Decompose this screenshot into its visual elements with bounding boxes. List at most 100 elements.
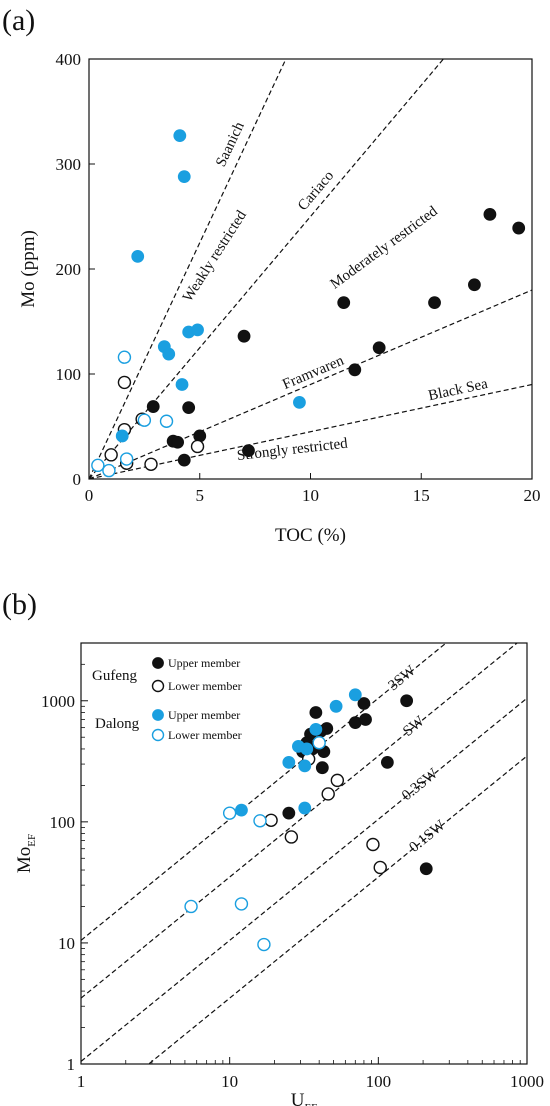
panel-b-chart: 1 10 100 1000 1 10 100 1000 UEF MoEF 3SW SW 0.3SW 0.1… <box>14 642 544 1106</box>
line-label-saanich: Saanich <box>213 119 248 169</box>
legend-label-dalong-lower: Lower member <box>168 728 242 742</box>
data-point-dalong-upper <box>309 723 323 736</box>
data-point-gufeng-upper <box>309 706 323 719</box>
y-tick-label-a: 0 <box>73 470 82 489</box>
data-point-gufeng-lower <box>284 830 299 844</box>
data-point-gufeng-upper <box>146 400 160 413</box>
data-point-dalong-upper <box>300 742 314 756</box>
data-point-dalong-upper <box>329 699 343 713</box>
y-axis-title-a: Mo (ppm) <box>18 230 39 308</box>
y-tick-label-b: 100 <box>50 813 76 832</box>
region-label-weakly-restricted: Weakly restricted <box>180 207 250 305</box>
data-point-gufeng-upper <box>315 761 329 775</box>
data-point-gufeng-upper <box>483 207 497 221</box>
legend-marker-gufeng-upper <box>152 657 164 669</box>
data-point-gufeng-upper <box>428 296 441 310</box>
trend-line-saanich <box>89 59 287 479</box>
data-point-gufeng-upper <box>337 296 351 310</box>
x-axis-title-a: TOC (%) <box>275 525 346 546</box>
data-point-gufeng-upper <box>359 713 372 726</box>
data-point-dalong-lower <box>137 413 152 427</box>
x-tick-label-b: 10 <box>221 1072 238 1091</box>
data-point-dalong-lower <box>234 897 249 911</box>
data-point-gufeng-upper <box>348 363 362 377</box>
data-point-gufeng-upper <box>380 755 394 769</box>
ratio-label-0.1sw: 0.1SW <box>406 817 449 856</box>
legend-marker-dalong-lower <box>151 728 165 742</box>
data-point-gufeng-lower <box>104 448 118 462</box>
x-tick-label-a: 5 <box>196 486 205 505</box>
line-label-framvaren: Framvaren <box>280 353 347 393</box>
data-point-dalong-upper <box>175 378 189 391</box>
data-point-dalong-upper <box>173 129 187 143</box>
data-point-gufeng-upper <box>372 341 386 355</box>
data-point-dalong-upper <box>348 688 362 702</box>
reference-lines-b <box>81 643 527 1064</box>
legend-label-dalong-upper: Upper member <box>168 708 240 722</box>
data-point-dalong-upper <box>131 249 145 263</box>
data-point-dalong-upper <box>191 323 204 337</box>
data-point-gufeng-upper <box>177 453 191 467</box>
legend-label-gufeng-lower: Lower member <box>168 679 242 693</box>
data-point-dalong-lower <box>312 736 326 750</box>
reference-lines-a <box>89 59 532 479</box>
data-point-dalong-lower <box>91 458 105 473</box>
data-point-gufeng-upper <box>419 862 433 876</box>
data-point-gufeng-upper <box>468 278 481 292</box>
data-point-gufeng-lower <box>264 813 278 827</box>
data-point-gufeng-lower <box>321 787 335 801</box>
legend-label-gufeng-upper: Upper member <box>168 656 240 670</box>
x-tick-label-a: 0 <box>85 486 94 505</box>
legend-b: Gufeng Dalong Upper member Lower member Uppe… <box>92 656 242 742</box>
data-point-dalong-lower <box>253 814 267 828</box>
data-point-dalong-lower <box>222 806 237 820</box>
data-point-dalong-upper <box>298 759 312 773</box>
data-point-dalong-lower <box>119 452 134 466</box>
ratio-label-3sw: 3SW <box>386 662 420 694</box>
x-tick-label-a: 10 <box>302 486 319 505</box>
data-point-gufeng-upper <box>512 221 526 235</box>
y-tick-label-b: 10 <box>58 934 75 953</box>
data-point-dalong-upper <box>177 170 191 184</box>
data-point-gufeng-lower <box>117 375 132 390</box>
legend-group-gufeng: Gufeng <box>92 668 137 684</box>
data-point-gufeng-lower <box>373 860 387 875</box>
y-tick-label-a: 300 <box>56 155 82 174</box>
data-point-gufeng-upper <box>282 806 296 820</box>
legend-marker-gufeng-lower <box>151 679 165 693</box>
legend-marker-dalong-upper <box>152 709 164 721</box>
data-point-dalong-upper <box>235 803 248 817</box>
x-tick-label-a: 20 <box>524 486 541 505</box>
data-point-dalong-lower <box>159 414 174 428</box>
ratio-label-0.3sw: 0.3SW <box>399 765 442 804</box>
data-point-gufeng-lower <box>190 439 205 454</box>
x-tick-label-b: 1 <box>77 1072 86 1091</box>
data-point-gufeng-upper <box>242 444 255 458</box>
data-point-gufeng-upper <box>171 435 185 449</box>
data-point-gufeng-upper <box>357 697 371 710</box>
data-point-dalong-upper <box>282 755 296 769</box>
data-point-dalong-lower <box>102 463 116 478</box>
data-point-gufeng-lower <box>144 457 158 471</box>
x-tick-label-a: 15 <box>413 486 430 505</box>
legend-group-dalong: Dalong <box>95 716 140 732</box>
trend-line-black-sea <box>89 383 532 479</box>
data-point-dalong-upper <box>293 395 306 409</box>
data-point-dalong-upper <box>162 347 176 361</box>
data-point-dalong-lower <box>257 937 271 952</box>
data-point-dalong-lower <box>117 350 132 364</box>
ratio-label-sw: SW <box>400 713 428 740</box>
x-tick-label-b: 1000 <box>510 1072 544 1091</box>
y-tick-label-a: 200 <box>56 260 82 279</box>
data-point-gufeng-upper <box>182 401 196 415</box>
data-point-dalong-lower <box>184 899 198 914</box>
region-label-moderately-restricted: Moderately restricted <box>327 203 441 292</box>
y-axis-title-b: MoEF <box>14 834 38 873</box>
y-tick-label-a: 100 <box>56 365 82 384</box>
x-tick-label-b: 100 <box>366 1072 392 1091</box>
panel-b-letter: (b) <box>2 588 37 621</box>
data-point-dalong-upper <box>115 429 129 443</box>
trend-line-framvaren <box>89 289 532 479</box>
